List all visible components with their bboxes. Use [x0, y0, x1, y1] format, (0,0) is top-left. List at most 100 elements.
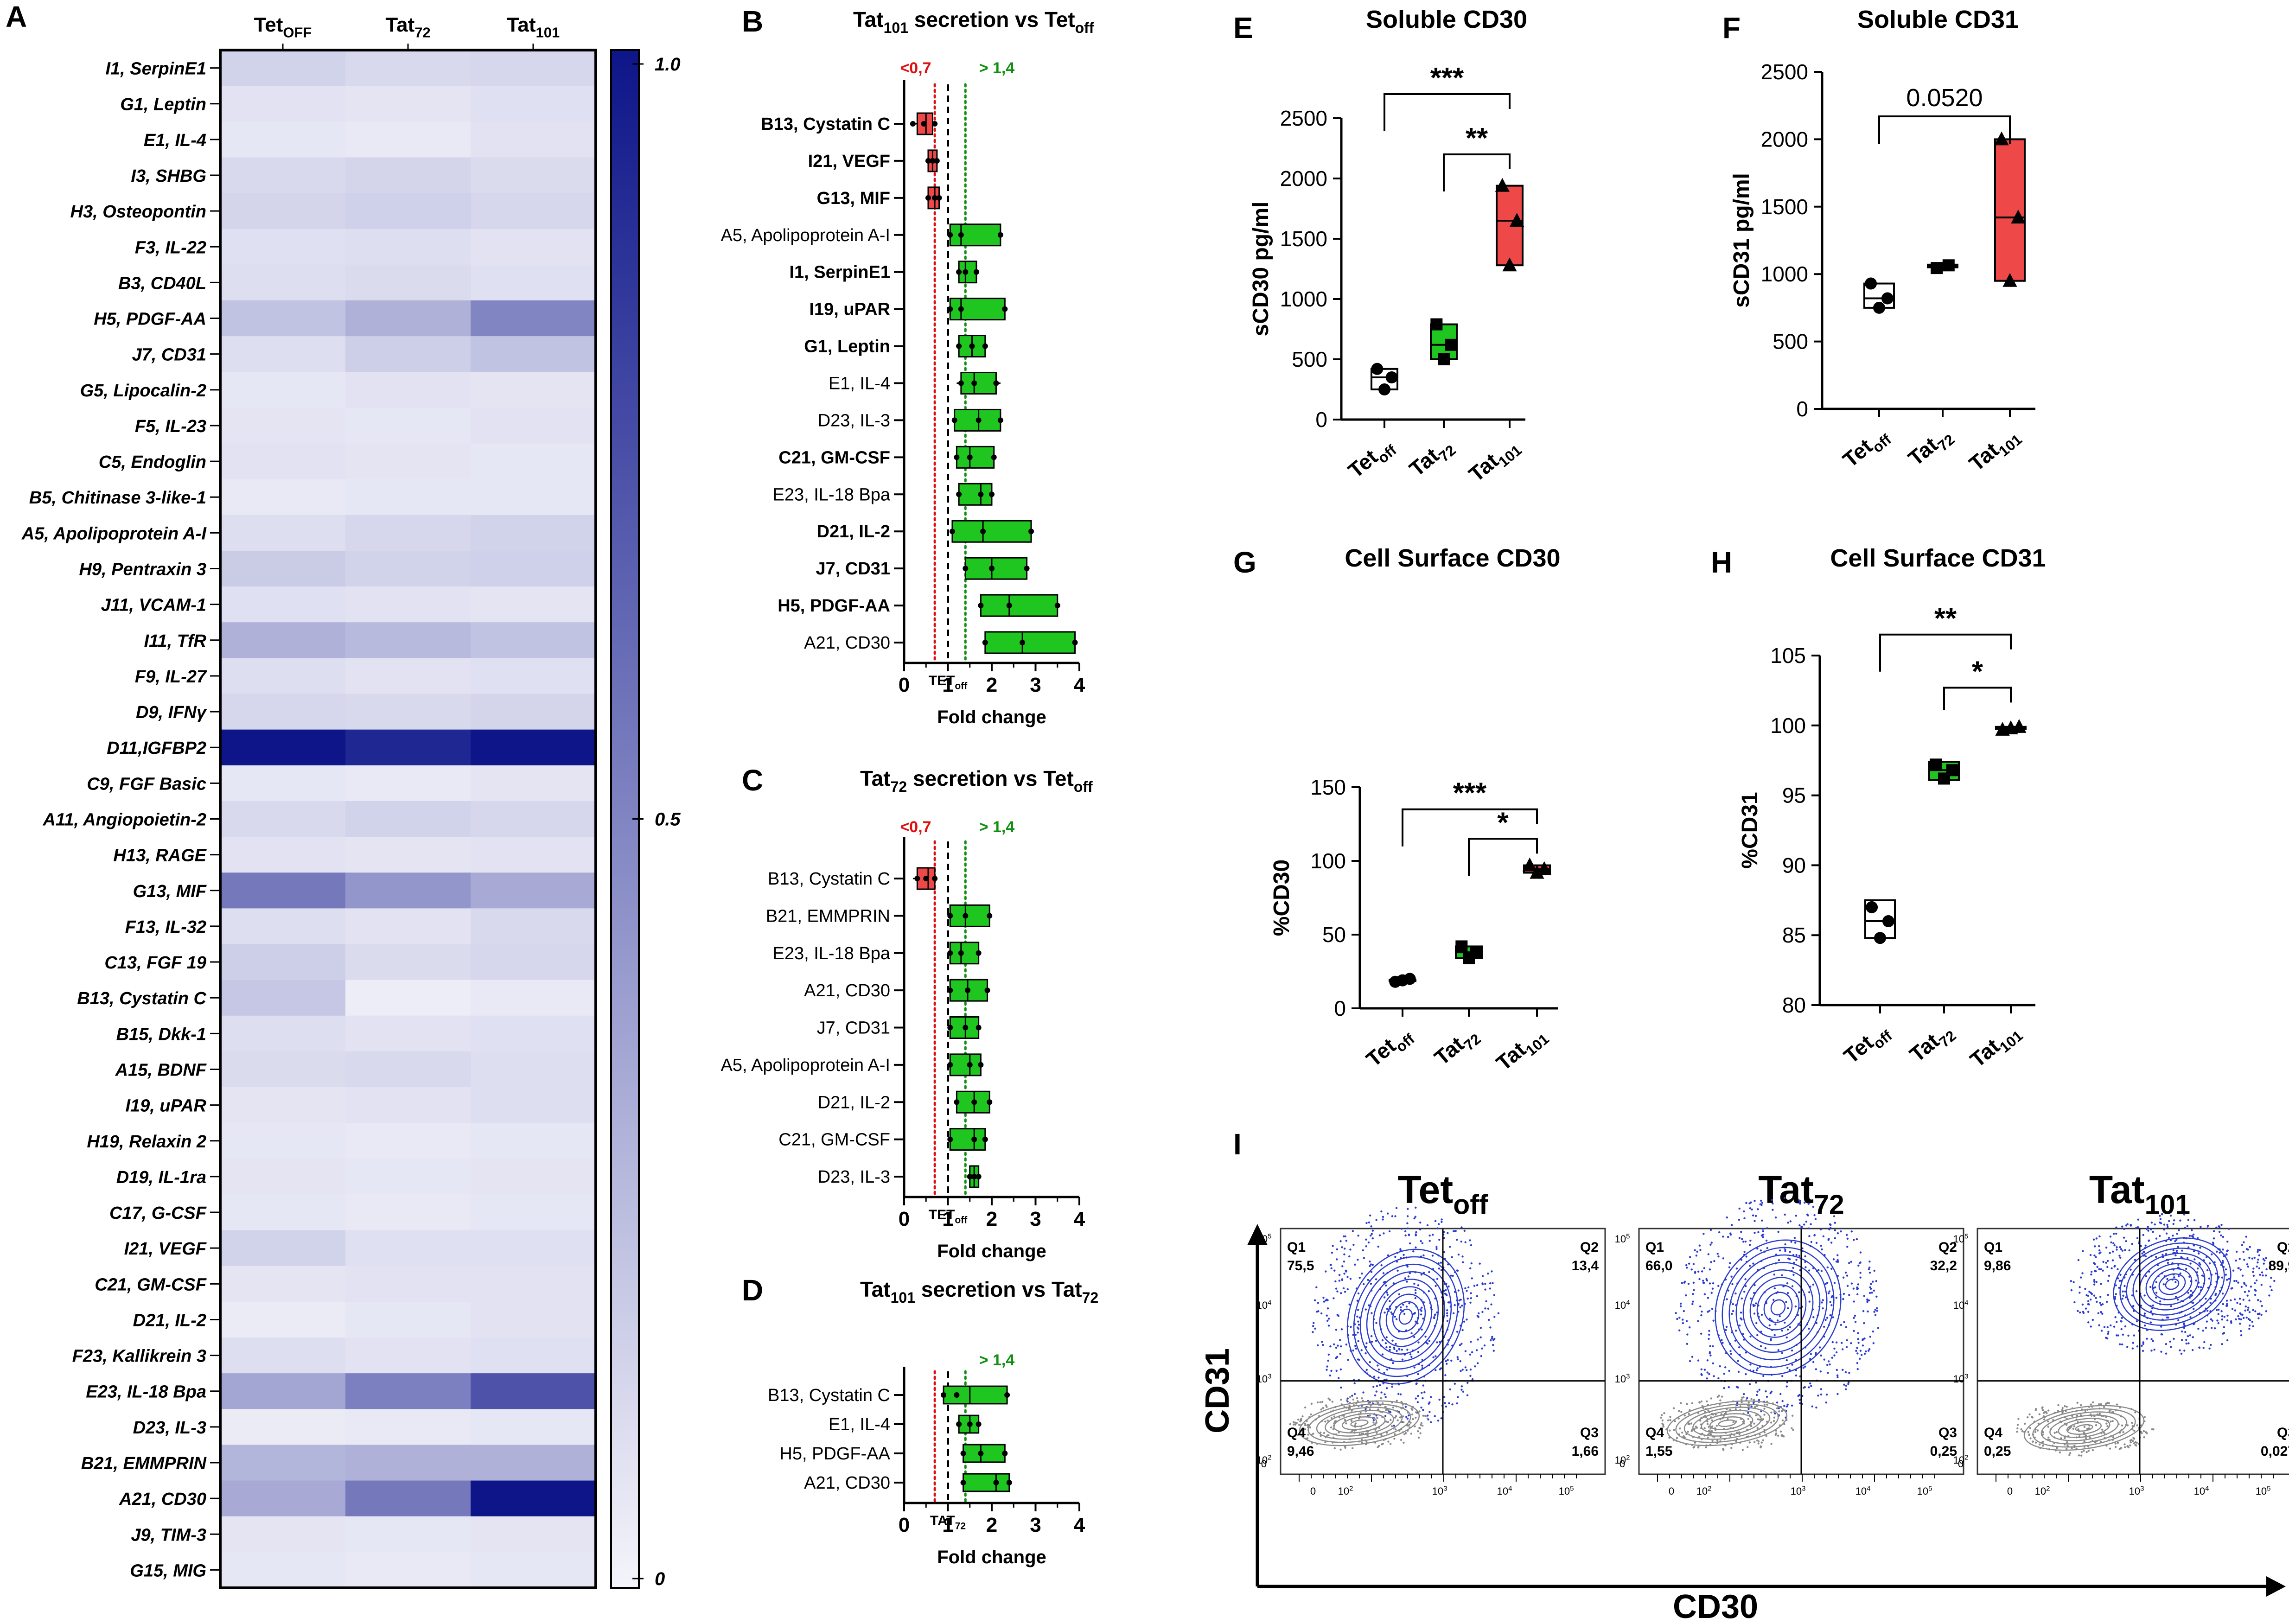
event-dot	[1469, 1301, 1472, 1304]
event-dot	[1301, 1432, 1304, 1434]
event-dot	[1369, 1214, 1371, 1217]
event-dot	[2248, 1290, 2250, 1293]
heatmap-row-label: B15, Dkk-1	[116, 1025, 206, 1044]
category-label: D23, IL-3	[818, 1167, 890, 1187]
data-point	[963, 1025, 969, 1031]
data-point	[963, 913, 969, 919]
event-dot	[1753, 1232, 1756, 1234]
event-dot	[1693, 1289, 1695, 1292]
event-dot	[1843, 1321, 1845, 1324]
event-dot	[1298, 1424, 1301, 1426]
event-dot	[2103, 1432, 2105, 1434]
event-dot	[1718, 1395, 1720, 1397]
contour-line	[2075, 1424, 2093, 1432]
event-dot	[1694, 1249, 1696, 1252]
event-dot	[2241, 1313, 2244, 1316]
event-dot	[1689, 1409, 1691, 1411]
event-dot	[1348, 1303, 1351, 1306]
event-dot	[1755, 1322, 1758, 1325]
event-dot	[1426, 1224, 1429, 1227]
event-dot	[1737, 1386, 1739, 1388]
event-dot	[1840, 1324, 1843, 1326]
event-dot	[2068, 1427, 2071, 1430]
event-dot	[1760, 1234, 1763, 1237]
event-dot	[1731, 1224, 1733, 1226]
label-sub: 3	[1443, 1485, 1447, 1493]
event-dot	[1843, 1383, 1845, 1386]
event-dot	[1433, 1316, 1435, 1318]
heatmap-row-label: E23, IL-18 Bpa	[86, 1382, 206, 1402]
event-dot	[1686, 1333, 1689, 1336]
event-dot	[1853, 1317, 1855, 1319]
category-label: E23, IL-18 Bpa	[772, 485, 890, 504]
x-axis-title: Fold change	[937, 707, 1046, 727]
event-dot	[2101, 1312, 2104, 1315]
event-dot	[1438, 1238, 1441, 1241]
event-dot	[1370, 1282, 1372, 1285]
heatmap-cell	[471, 658, 596, 694]
event-dot	[1414, 1289, 1417, 1292]
event-dot	[2126, 1223, 2129, 1225]
event-dot	[1406, 1280, 1408, 1283]
heatmap-column-header: Tat72	[385, 13, 430, 40]
event-dot	[1728, 1369, 1730, 1372]
event-dot	[1408, 1423, 1411, 1426]
contour-line	[1350, 1419, 1369, 1427]
event-dot	[1412, 1250, 1415, 1253]
event-dot	[1421, 1242, 1424, 1244]
event-dot	[1790, 1241, 1792, 1243]
event-dot	[1403, 1441, 1405, 1444]
event-dot	[1712, 1345, 1714, 1348]
event-dot	[1445, 1405, 1447, 1408]
heatmap-cell	[220, 479, 346, 516]
data-point	[976, 1025, 982, 1031]
event-dot	[1370, 1225, 1372, 1228]
heatmap-cell	[220, 1230, 346, 1267]
event-dot	[1456, 1269, 1458, 1272]
event-dot	[1384, 1396, 1387, 1398]
event-dot	[1345, 1422, 1347, 1425]
event-dot	[1812, 1316, 1815, 1318]
y-tick-label: 500	[1292, 347, 1327, 371]
event-dot	[1488, 1318, 1490, 1321]
label-main: Tat	[1404, 443, 1443, 481]
contour-line	[2066, 1421, 2102, 1435]
event-dot	[1709, 1345, 1711, 1347]
event-dot	[1787, 1257, 1790, 1260]
event-dot	[1389, 1349, 1391, 1351]
event-dot	[2116, 1403, 2118, 1406]
event-dot	[1791, 1349, 1793, 1352]
event-dot	[2198, 1252, 2200, 1255]
x-tick-label: 0	[899, 1208, 910, 1230]
event-dot	[2226, 1314, 2229, 1317]
event-dot	[2078, 1454, 2080, 1457]
category-label: D23, IL-3	[818, 411, 890, 430]
event-dot	[2173, 1219, 2175, 1222]
event-dot	[1456, 1331, 1459, 1333]
event-dot	[2252, 1274, 2255, 1277]
heatmap-row-label: E1, IL-4	[144, 131, 206, 150]
event-dot	[1698, 1401, 1701, 1403]
category-label: B21, EMMPRIN	[766, 906, 890, 926]
event-dot	[1848, 1294, 1850, 1296]
event-dot	[1356, 1299, 1359, 1302]
title-sub: off	[1074, 778, 1093, 795]
heatmap-cell	[471, 1552, 596, 1588]
event-dot	[1370, 1335, 1373, 1337]
event-dot	[2161, 1213, 2163, 1216]
event-dot	[1873, 1311, 1875, 1313]
event-dot	[1694, 1271, 1696, 1274]
box	[1994, 138, 2026, 282]
event-dot	[2269, 1264, 2271, 1266]
event-dot	[1709, 1243, 1712, 1246]
event-dot	[1487, 1307, 1490, 1310]
y-decade-label: 104	[1953, 1299, 1969, 1311]
heatmap-cell	[345, 264, 471, 301]
event-dot	[1448, 1402, 1450, 1405]
event-dot	[1384, 1312, 1386, 1314]
data-point	[932, 195, 938, 201]
event-dot	[2057, 1404, 2059, 1407]
event-dot	[1415, 1416, 1417, 1419]
event-dot	[1325, 1404, 1327, 1407]
event-dot	[2087, 1311, 2090, 1313]
